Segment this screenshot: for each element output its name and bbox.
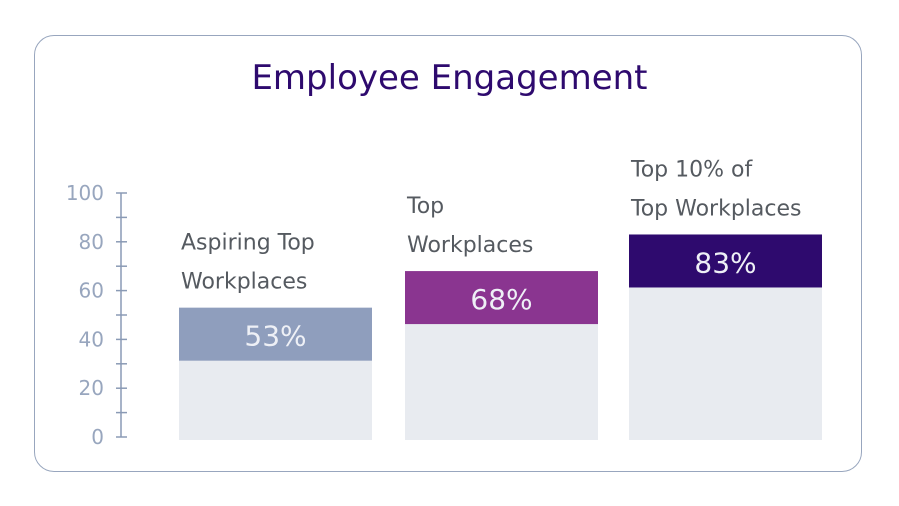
bar [405, 271, 598, 325]
category-label: Top 10% of [630, 157, 753, 182]
bar [629, 234, 822, 288]
value-label: 68% [470, 283, 532, 316]
y-axis: 0 20 40 60 80 100 [66, 181, 127, 449]
y-tick-label: 20 [79, 376, 104, 400]
bar-group: 83% Top 10% of Top Workplaces [629, 157, 822, 440]
bar-group: 53% Aspiring Top Workplaces [179, 231, 372, 440]
category-label: Workplaces [407, 233, 533, 258]
y-tick-label: 80 [79, 230, 104, 254]
y-tick-label: 100 [66, 181, 104, 205]
category-label: Workplaces [181, 270, 307, 295]
bar-group: 68% Top Workplaces [405, 194, 598, 440]
y-tick-label: 60 [79, 279, 104, 303]
chart-title: Employee Engagement [251, 58, 648, 98]
bar [179, 307, 372, 361]
value-label: 83% [694, 246, 756, 279]
bars: 53% Aspiring Top Workplaces 68% Top Workplace… [179, 157, 822, 440]
y-tick-label: 0 [91, 425, 104, 449]
category-label: Top Workplaces [630, 196, 801, 221]
category-label: Top [406, 194, 444, 219]
category-label: Aspiring Top [181, 231, 315, 256]
value-label: 53% [244, 320, 306, 353]
y-tick-label: 40 [79, 327, 104, 351]
